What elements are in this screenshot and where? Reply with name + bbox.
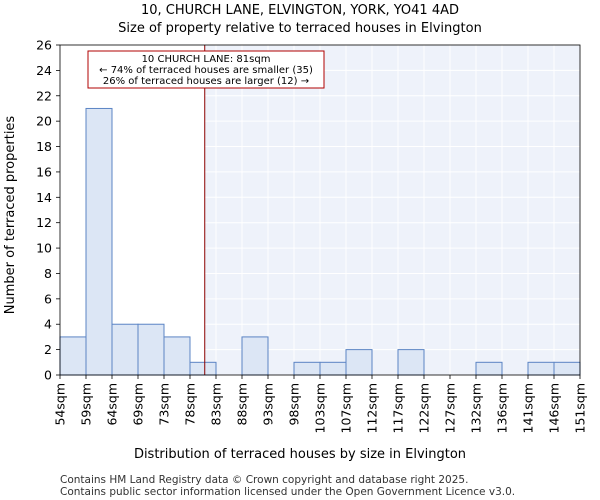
y-axis-label: Number of terraced properties [3, 116, 18, 315]
bar-69sqm [137, 323, 165, 376]
x-tick-label-78sqm: 78sqm [183, 383, 198, 426]
x-tick-label-73sqm: 73sqm [157, 383, 172, 426]
x-tick-label-132sqm: 132sqm [469, 383, 484, 433]
chart-title: 10, CHURCH LANE, ELVINGTON, YORK, YO41 4… [141, 3, 459, 18]
bar-59sqm [85, 107, 113, 376]
x-tick-label-83sqm: 83sqm [209, 383, 224, 426]
y-tick-label: 12 [36, 215, 52, 230]
x-tick-label-107sqm: 107sqm [339, 383, 354, 433]
x-tick-label-93sqm: 93sqm [261, 383, 276, 426]
bars [59, 107, 581, 376]
x-tick-label-64sqm: 64sqm [105, 383, 120, 426]
x-tick-label-69sqm: 69sqm [131, 383, 146, 426]
bar-98sqm [293, 361, 321, 376]
x-tick-label-112sqm: 112sqm [365, 383, 380, 433]
bar-117sqm [397, 349, 425, 376]
y-tick-label: 14 [36, 190, 52, 205]
annotation-box: 10 CHURCH LANE: 81sqm ← 74% of terraced … [87, 50, 325, 89]
bar-141sqm [527, 361, 555, 376]
y-tick-label: 10 [36, 241, 52, 256]
bar-103sqm [319, 361, 347, 376]
x-tick-label-54sqm: 54sqm [53, 383, 68, 426]
annotation-line-2: ← 74% of terraced houses are smaller (35… [99, 65, 313, 76]
y-tick-label: 24 [36, 63, 52, 78]
plot-background-right-of-marker [204, 45, 581, 375]
bar-64sqm [111, 323, 139, 376]
chart-subtitle: Size of property relative to terraced ho… [118, 21, 482, 36]
annotation-line-1: 10 CHURCH LANE: 81sqm [142, 54, 271, 65]
y-tick-label: 20 [36, 114, 52, 129]
y-tick-label: 18 [36, 139, 52, 154]
x-axis-ticks: 54sqm 59sqm 64sqm 69sqm 73sqm 78sqm 83sqm 88sqm… [53, 375, 588, 433]
x-tick-label-103sqm: 103sqm [313, 383, 328, 433]
x-tick-label-141sqm: 141sqm [521, 383, 536, 433]
x-tick-label-98sqm: 98sqm [287, 383, 302, 426]
annotation-border [87, 50, 325, 89]
y-tick-label: 0 [44, 368, 52, 383]
x-axis-label: Distribution of terraced houses by size … [134, 447, 466, 462]
bar-88sqm [241, 336, 269, 376]
footer-line-2: Contains public sector information licen… [60, 486, 515, 498]
x-tick-label-122sqm: 122sqm [417, 383, 432, 433]
x-tick-label-88sqm: 88sqm [235, 383, 250, 426]
y-tick-label: 2 [44, 342, 52, 357]
bar-78sqm [189, 361, 217, 376]
x-tick-label-151sqm: 151sqm [573, 383, 588, 433]
x-tick-label-59sqm: 59sqm [79, 383, 94, 426]
y-tick-label: 8 [44, 266, 52, 281]
bar-54sqm [59, 336, 87, 376]
y-tick-label: 4 [44, 317, 52, 332]
y-tick-label: 26 [36, 38, 52, 53]
x-tick-label-127sqm: 127sqm [443, 383, 458, 433]
y-tick-label: 16 [36, 164, 52, 179]
x-tick-label-136sqm: 136sqm [495, 383, 510, 433]
bar-146sqm [553, 361, 581, 376]
footer-line-1: Contains HM Land Registry data © Crown c… [60, 474, 468, 486]
y-tick-label: 6 [44, 291, 52, 306]
x-tick-label-146sqm: 146sqm [547, 383, 562, 433]
bar-132sqm [475, 361, 503, 376]
annotation-line-3: 26% of terraced houses are larger (12) → [103, 76, 309, 87]
bar-107sqm [345, 349, 373, 376]
x-tick-label-117sqm: 117sqm [391, 383, 406, 433]
bar-73sqm [163, 336, 191, 376]
y-tick-label: 22 [36, 88, 52, 103]
